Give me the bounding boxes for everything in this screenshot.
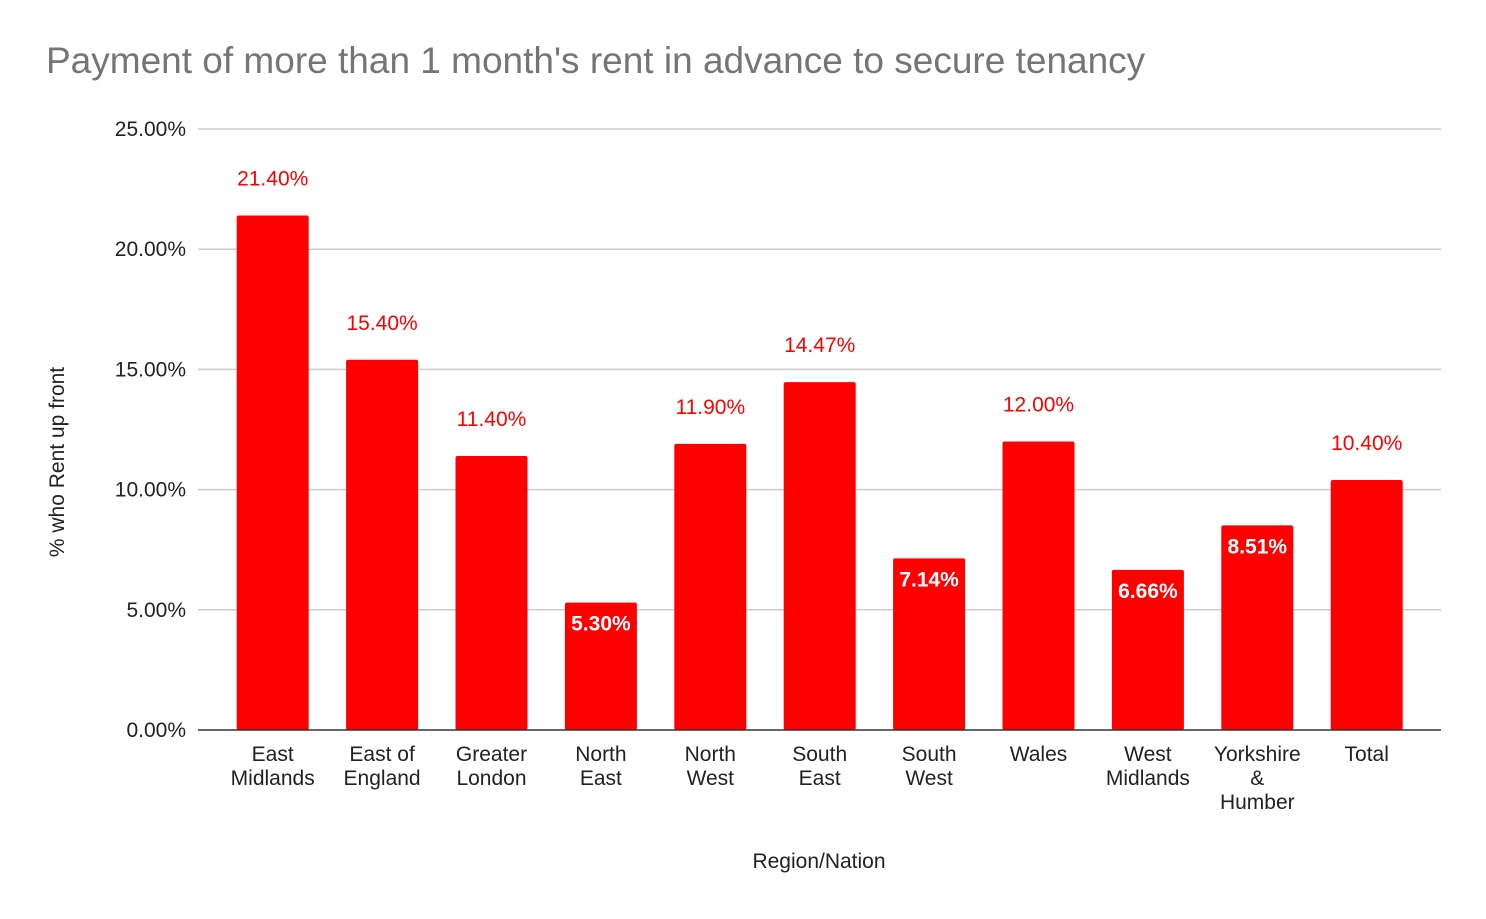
x-axis-ticks: East Midlands East of England Greater London N… bbox=[231, 743, 1389, 814]
bar bbox=[893, 558, 966, 730]
bar-data-label: 11.90% bbox=[675, 396, 745, 419]
data-labels: 21.40% 15.40% 11.40% 5.30% 11.90% 14.47% 7.14%… bbox=[237, 168, 1402, 636]
bar-data-label: 15.40% bbox=[346, 312, 417, 335]
x-tick-label: West Midlands bbox=[1106, 743, 1190, 790]
bar bbox=[783, 382, 856, 730]
chart-title: Payment of more than 1 month's rent in a… bbox=[46, 40, 1146, 81]
y-tick-label: 10.00% bbox=[115, 479, 186, 502]
x-tick-label: South West bbox=[902, 743, 957, 790]
x-tick-label: South East bbox=[792, 743, 847, 790]
x-tick-label: Greater London bbox=[456, 743, 527, 790]
x-tick-label: North West bbox=[685, 743, 736, 790]
y-axis-ticks: 0.00% 5.00% 10.00% 15.00% 20.00% 25.00% bbox=[115, 118, 186, 742]
y-tick-label: 20.00% bbox=[115, 238, 186, 261]
bars bbox=[236, 215, 1403, 730]
bar-data-label: 5.30% bbox=[571, 613, 631, 636]
y-tick-label: 15.00% bbox=[115, 358, 186, 381]
bar-data-label: 11.40% bbox=[457, 408, 527, 431]
bar-data-label: 10.40% bbox=[1331, 432, 1402, 455]
bar bbox=[1330, 479, 1403, 730]
x-tick-label: North East bbox=[575, 743, 626, 790]
y-axis-title: % who Rent up front bbox=[46, 367, 69, 557]
bar-data-label: 8.51% bbox=[1228, 535, 1288, 558]
x-axis-title: Region/Nation bbox=[752, 850, 885, 873]
bar bbox=[455, 455, 528, 730]
bar bbox=[346, 359, 419, 730]
y-tick-label: 25.00% bbox=[115, 118, 186, 141]
bar-data-label: 14.47% bbox=[784, 334, 855, 357]
x-tick-label: Yorkshire & Humber bbox=[1214, 743, 1301, 814]
bar bbox=[1111, 569, 1184, 730]
bar bbox=[1221, 525, 1294, 730]
x-tick-label: Wales bbox=[1010, 743, 1068, 766]
x-tick-label: East Midlands bbox=[231, 743, 315, 790]
bar-data-label: 21.40% bbox=[237, 168, 308, 191]
x-tick-label: Total bbox=[1345, 743, 1389, 766]
y-tick-label: 0.00% bbox=[126, 719, 186, 742]
bar-data-label: 6.66% bbox=[1118, 580, 1178, 603]
bar bbox=[236, 215, 309, 730]
x-tick-label: East of England bbox=[344, 743, 421, 790]
y-tick-label: 5.00% bbox=[126, 599, 186, 622]
bar-data-label: 7.14% bbox=[899, 568, 959, 591]
bar bbox=[564, 602, 637, 730]
bar-data-label: 12.00% bbox=[1003, 394, 1074, 417]
bar bbox=[1002, 441, 1075, 730]
bar bbox=[674, 443, 747, 730]
